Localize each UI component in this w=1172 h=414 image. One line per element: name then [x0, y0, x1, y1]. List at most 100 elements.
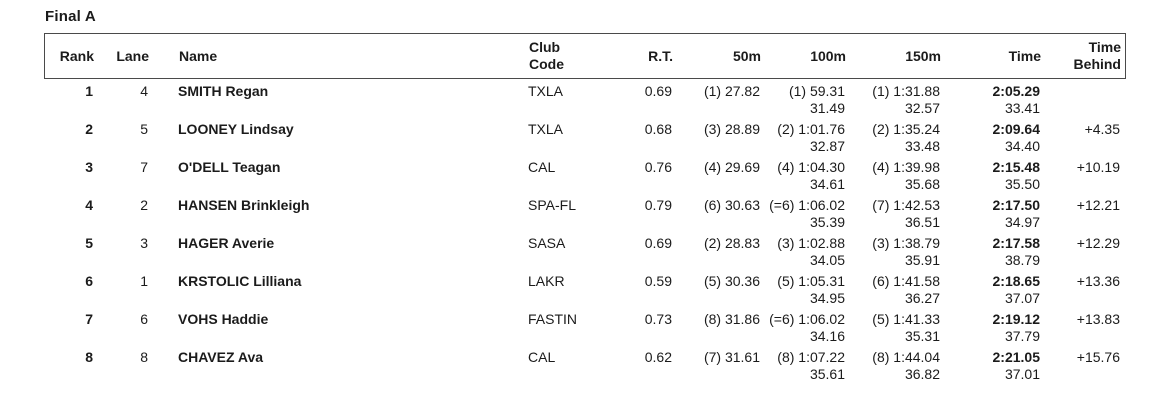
cell-rank: 2: [85, 121, 93, 137]
cell-reaction-time: 0.79: [644, 197, 672, 213]
cell-final-time: 2:18.65 37.07: [940, 273, 1040, 307]
table-row: 2 5 LOONEY Lindsay TXLA 0.68 (3) 28.89 (…: [44, 121, 1126, 155]
final-lap: 37.01: [1004, 366, 1040, 382]
header-time: Time: [1008, 47, 1041, 64]
cell-split-150m: (2) 1:35.24 33.48: [845, 121, 940, 155]
split-100m-lap: 34.61: [809, 176, 845, 192]
cell-name: CHAVEZ Ava: [178, 349, 264, 365]
split-100m-lap: 35.39: [809, 214, 845, 230]
cell-split-150m: (7) 1:42.53 36.51: [845, 197, 940, 231]
cell-lane: 4: [140, 83, 148, 99]
split-100m-lap: 32.87: [809, 138, 845, 154]
cell-rank: 8: [85, 349, 93, 365]
final-lap: 37.79: [1004, 328, 1040, 344]
cell-club-code: CAL: [528, 159, 556, 175]
split-100m-time: (5) 1:05.31: [777, 273, 845, 289]
cell-rank: 3: [85, 159, 93, 175]
cell-split-150m: (3) 1:38.79 35.91: [845, 235, 940, 269]
split-100m-time: (=6) 1:06.02: [769, 197, 845, 213]
cell-time-behind: +15.76: [1076, 349, 1120, 365]
cell-lane: 5: [140, 121, 148, 137]
cell-reaction-time: 0.73: [644, 311, 672, 327]
table-body: 1 4 SMITH Regan TXLA 0.69 (1) 27.82 (1) …: [44, 83, 1126, 383]
cell-split-150m: (8) 1:44.04 36.82: [845, 349, 940, 383]
cell-time-behind: +10.19: [1076, 159, 1120, 175]
cell-split-150m: (4) 1:39.98 35.68: [845, 159, 940, 193]
split-150m-time: (5) 1:41.33: [872, 311, 940, 327]
header-club-code: Club Code: [529, 39, 564, 72]
table-header-row: Rank Lane Name Club Code R.T. 50m 100m 1…: [44, 33, 1126, 79]
table-row: 5 3 HAGER Averie SASA 0.69 (2) 28.83 (3)…: [44, 235, 1126, 269]
header-time-behind: Time Behind: [1073, 39, 1121, 72]
cell-club-code: SPA-FL: [528, 197, 576, 213]
header-rank: Rank: [59, 47, 94, 64]
results-page: Final A Rank Lane Name Club Code R.T. 50…: [44, 8, 1126, 383]
split-150m-lap: 35.68: [904, 176, 940, 192]
cell-club-code: CAL: [528, 349, 556, 365]
cell-name: HAGER Averie: [178, 235, 275, 251]
final-lap: 33.41: [1004, 100, 1040, 116]
cell-split-100m: (8) 1:07.22 35.61: [760, 349, 845, 383]
cell-time-behind: [1040, 83, 1124, 117]
final-time: 2:17.50: [992, 197, 1040, 213]
cell-split-50m: (6) 30.63: [703, 197, 760, 213]
header-reaction-time: R.T.: [648, 47, 673, 64]
cell-final-time: 2:17.58 38.79: [940, 235, 1040, 269]
split-100m-time: (8) 1:07.22: [777, 349, 845, 365]
split-100m-lap: 31.49: [809, 100, 845, 116]
split-150m-time: (6) 1:41.58: [872, 273, 940, 289]
table-row: 4 2 HANSEN Brinkleigh SPA-FL 0.79 (6) 30…: [44, 197, 1126, 231]
cell-lane: 8: [140, 349, 148, 365]
split-150m-time: (4) 1:39.98: [872, 159, 940, 175]
cell-time-behind: +13.83: [1076, 311, 1120, 327]
cell-reaction-time: 0.69: [644, 83, 672, 99]
cell-reaction-time: 0.62: [644, 349, 672, 365]
table-row: 3 7 O'DELL Teagan CAL 0.76 (4) 29.69 (4)…: [44, 159, 1126, 193]
cell-name: SMITH Regan: [178, 83, 269, 99]
cell-name: VOHS Haddie: [178, 311, 269, 327]
final-lap: 34.97: [1004, 214, 1040, 230]
split-100m-time: (=6) 1:06.02: [769, 311, 845, 327]
heat-title: Final A: [45, 8, 96, 25]
cell-rank: 6: [85, 273, 93, 289]
split-150m-lap: 35.31: [904, 328, 940, 344]
cell-reaction-time: 0.68: [644, 121, 672, 137]
cell-name: O'DELL Teagan: [178, 159, 281, 175]
header-100m: 100m: [810, 47, 846, 64]
cell-rank: 4: [85, 197, 93, 213]
cell-final-time: 2:17.50 34.97: [940, 197, 1040, 231]
cell-split-50m: (2) 28.83: [703, 235, 760, 251]
cell-split-100m: (2) 1:01.76 32.87: [760, 121, 845, 155]
cell-final-time: 2:15.48 35.50: [940, 159, 1040, 193]
table-row: 1 4 SMITH Regan TXLA 0.69 (1) 27.82 (1) …: [44, 83, 1126, 117]
table-row: 7 6 VOHS Haddie FASTIN 0.73 (8) 31.86 (=…: [44, 311, 1126, 345]
split-150m-lap: 35.91: [904, 252, 940, 268]
final-lap: 35.50: [1004, 176, 1040, 192]
cell-lane: 3: [140, 235, 148, 251]
split-150m-time: (2) 1:35.24: [872, 121, 940, 137]
cell-split-50m: (8) 31.86: [703, 311, 760, 327]
cell-split-50m: (1) 27.82: [703, 83, 760, 99]
cell-final-time: 2:19.12 37.79: [940, 311, 1040, 345]
cell-lane: 1: [140, 273, 148, 289]
cell-time-behind: +13.36: [1076, 273, 1120, 289]
cell-split-50m: (5) 30.36: [703, 273, 760, 289]
final-time: 2:15.48: [992, 159, 1040, 175]
cell-time-behind: +12.21: [1076, 197, 1120, 213]
cell-club-code: SASA: [528, 235, 566, 251]
split-100m-time: (2) 1:01.76: [777, 121, 845, 137]
cell-time-behind: +12.29: [1076, 235, 1120, 251]
header-lane: Lane: [116, 47, 149, 64]
cell-rank: 7: [85, 311, 93, 327]
final-lap: 38.79: [1004, 252, 1040, 268]
final-time: 2:09.64: [992, 121, 1040, 137]
cell-split-150m: (1) 1:31.88 32.57: [845, 83, 940, 117]
cell-lane: 7: [140, 159, 148, 175]
split-150m-lap: 36.51: [904, 214, 940, 230]
final-time: 2:21.05: [992, 349, 1040, 365]
split-150m-time: (8) 1:44.04: [872, 349, 940, 365]
split-100m-time: (3) 1:02.88: [777, 235, 845, 251]
split-150m-time: (3) 1:38.79: [872, 235, 940, 251]
table-row: 8 8 CHAVEZ Ava CAL 0.62 (7) 31.61 (8) 1:…: [44, 349, 1126, 383]
cell-split-50m: (3) 28.89: [703, 121, 760, 137]
